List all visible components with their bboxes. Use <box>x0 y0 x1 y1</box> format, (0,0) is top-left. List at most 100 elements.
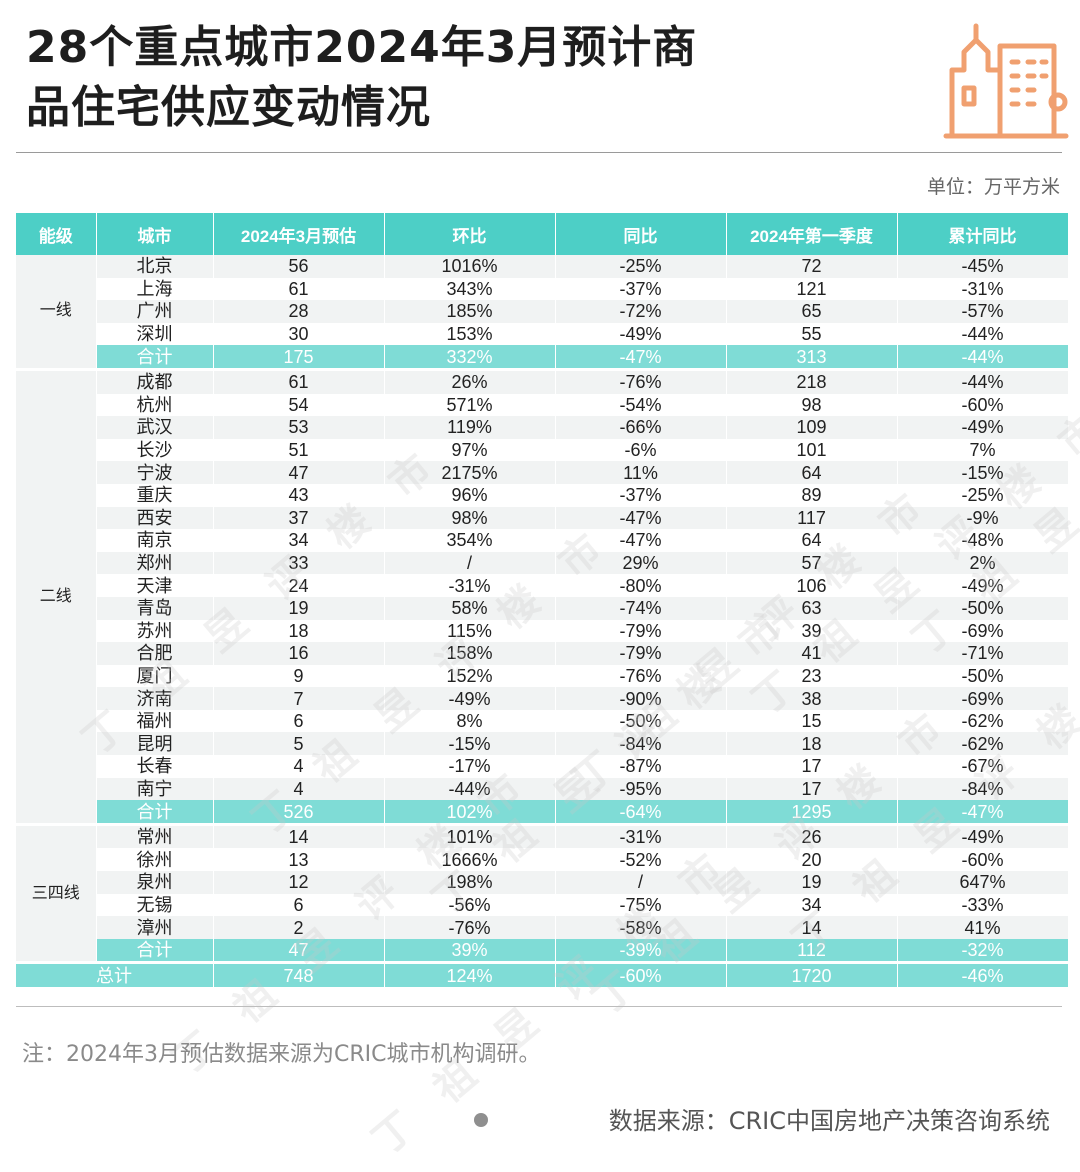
cell-mom: -15% <box>384 732 556 756</box>
footer-divider <box>16 1006 1062 1007</box>
cell-cumulative-yoy: -69% <box>897 687 1069 710</box>
cell-cumulative-yoy: -31% <box>897 277 1069 301</box>
city-buildings-icon <box>943 23 1069 139</box>
cell-mom: 26% <box>384 367 556 394</box>
subtotal-march-estimate: 526 <box>213 800 385 825</box>
cell-cumulative-yoy: -60% <box>897 848 1069 872</box>
cell-mom: -49% <box>384 687 556 710</box>
cell-yoy: 29% <box>555 551 727 575</box>
cell-march-estimate: 61 <box>213 367 385 394</box>
cell-mom: 101% <box>384 822 556 849</box>
cell-q1: 41 <box>726 642 898 665</box>
cell-mom: 185% <box>384 300 556 323</box>
cell-city: 西安 <box>96 506 214 530</box>
cell-mom: -31% <box>384 574 556 597</box>
col-header-mom: 环比 <box>384 213 556 255</box>
table-row: 西安 37 98% -47% 117 -9% <box>16 506 1069 530</box>
cell-q1: 218 <box>726 367 898 394</box>
cell-cumulative-yoy: -44% <box>897 367 1069 394</box>
cell-q1: 65 <box>726 300 898 323</box>
cell-mom: 58% <box>384 596 556 620</box>
cell-cumulative-yoy: -25% <box>897 483 1069 507</box>
cell-march-estimate: 30 <box>213 322 385 346</box>
subtotal-row: 合计 47 39% -39% 112 -32% <box>16 938 1069 963</box>
table-row: 福州 6 8% -50% 15 -62% <box>16 709 1069 733</box>
cell-q1: 26 <box>726 822 898 849</box>
table-row: 青岛 19 58% -74% 63 -50% <box>16 596 1069 620</box>
cell-city: 徐州 <box>96 848 214 872</box>
cell-yoy: -90% <box>555 687 727 710</box>
cell-mom: 152% <box>384 664 556 688</box>
cell-cumulative-yoy: -48% <box>897 529 1069 552</box>
cell-yoy: -52% <box>555 848 727 872</box>
cell-mom: 571% <box>384 393 556 417</box>
table-row: 徐州 13 1666% -52% 20 -60% <box>16 848 1069 872</box>
cell-mom: -76% <box>384 916 556 939</box>
table-row: 泉州 12 198%/19 647% <box>16 871 1069 894</box>
cell-cumulative-yoy: -45% <box>897 255 1069 278</box>
grand-total-q1: 1720 <box>726 961 898 987</box>
table-body: 一线 北京 56 1016% -25% 72 -45% 上海 61 343% -37% 121 -31%… <box>16 255 1069 987</box>
cell-yoy: 11% <box>555 461 727 484</box>
cell-yoy: -95% <box>555 777 727 801</box>
cell-mom: 1016% <box>384 255 556 278</box>
cell-march-estimate: 16 <box>213 642 385 665</box>
table-row: 漳州 2 -76% -58% 14 41% <box>16 916 1069 939</box>
cell-yoy: -80% <box>555 574 727 597</box>
table-row: 长沙 51 97% -6% 101 7% <box>16 438 1069 462</box>
table-row: 郑州 33/29% 57 2% <box>16 551 1069 575</box>
cell-march-estimate: 4 <box>213 755 385 778</box>
unit-label: 单位：万平方米 <box>926 176 1060 198</box>
cell-cumulative-yoy: -57% <box>897 300 1069 323</box>
cell-q1: 18 <box>726 732 898 756</box>
table-row: 厦门 9 152% -76% 23 -50% <box>16 664 1069 688</box>
title-divider <box>16 152 1062 153</box>
col-header-cumulative-yoy: 累计同比 <box>897 213 1069 255</box>
cell-yoy: -79% <box>555 619 727 643</box>
grand-total-march-estimate: 748 <box>213 961 385 987</box>
cell-march-estimate: 13 <box>213 848 385 872</box>
subtotal-city: 合计 <box>96 800 214 825</box>
cell-march-estimate: 9 <box>213 664 385 688</box>
cell-march-estimate: 33 <box>213 551 385 575</box>
cell-yoy: -76% <box>555 367 727 394</box>
col-header-q1: 2024年第一季度 <box>726 213 898 255</box>
cell-mom: 153% <box>384 322 556 346</box>
subtotal-city: 合计 <box>96 938 214 963</box>
cell-yoy: -54% <box>555 393 727 417</box>
cell-mom: 354% <box>384 529 556 552</box>
subtotal-march-estimate: 175 <box>213 345 385 370</box>
cell-march-estimate: 37 <box>213 506 385 530</box>
grand-total-mom: 124% <box>384 961 556 987</box>
cell-q1: 121 <box>726 277 898 301</box>
cell-cumulative-yoy: -60% <box>897 393 1069 417</box>
table-header-row: 能级 城市 2024年3月预估 环比 同比 2024年第一季度 累计同比 <box>16 213 1069 255</box>
cell-city: 常州 <box>96 822 214 849</box>
cell-q1: 17 <box>726 755 898 778</box>
cell-mom: -44% <box>384 777 556 801</box>
source-bullet-icon <box>474 1113 488 1127</box>
cell-yoy: -87% <box>555 755 727 778</box>
subtotal-march-estimate: 47 <box>213 938 385 963</box>
cell-yoy: -37% <box>555 483 727 507</box>
cell-cumulative-yoy: -44% <box>897 322 1069 346</box>
table-row: 宁波 47 2175% 11% 64 -15% <box>16 461 1069 484</box>
subtotal-mom: 39% <box>384 938 556 963</box>
footnote: 注：2024年3月预估数据来源为CRIC城市机构调研。 <box>22 1042 541 1067</box>
subtotal-city: 合计 <box>96 345 214 370</box>
cell-city: 北京 <box>96 255 214 278</box>
cell-q1: 17 <box>726 777 898 801</box>
cell-mom: 198% <box>384 871 556 894</box>
table-row: 无锡 6 -56% -75% 34 -33% <box>16 893 1069 917</box>
cell-city: 合肥 <box>96 642 214 665</box>
table-row: 杭州 54 571% -54% 98 -60% <box>16 393 1069 417</box>
cell-mom: 96% <box>384 483 556 507</box>
cell-cumulative-yoy: 2% <box>897 551 1069 575</box>
cell-cumulative-yoy: -71% <box>897 642 1069 665</box>
cell-cumulative-yoy: 41% <box>897 916 1069 939</box>
cell-city: 长春 <box>96 755 214 778</box>
cell-q1: 64 <box>726 461 898 484</box>
cell-cumulative-yoy: -84% <box>897 777 1069 801</box>
cell-yoy: -84% <box>555 732 727 756</box>
cell-city: 青岛 <box>96 596 214 620</box>
